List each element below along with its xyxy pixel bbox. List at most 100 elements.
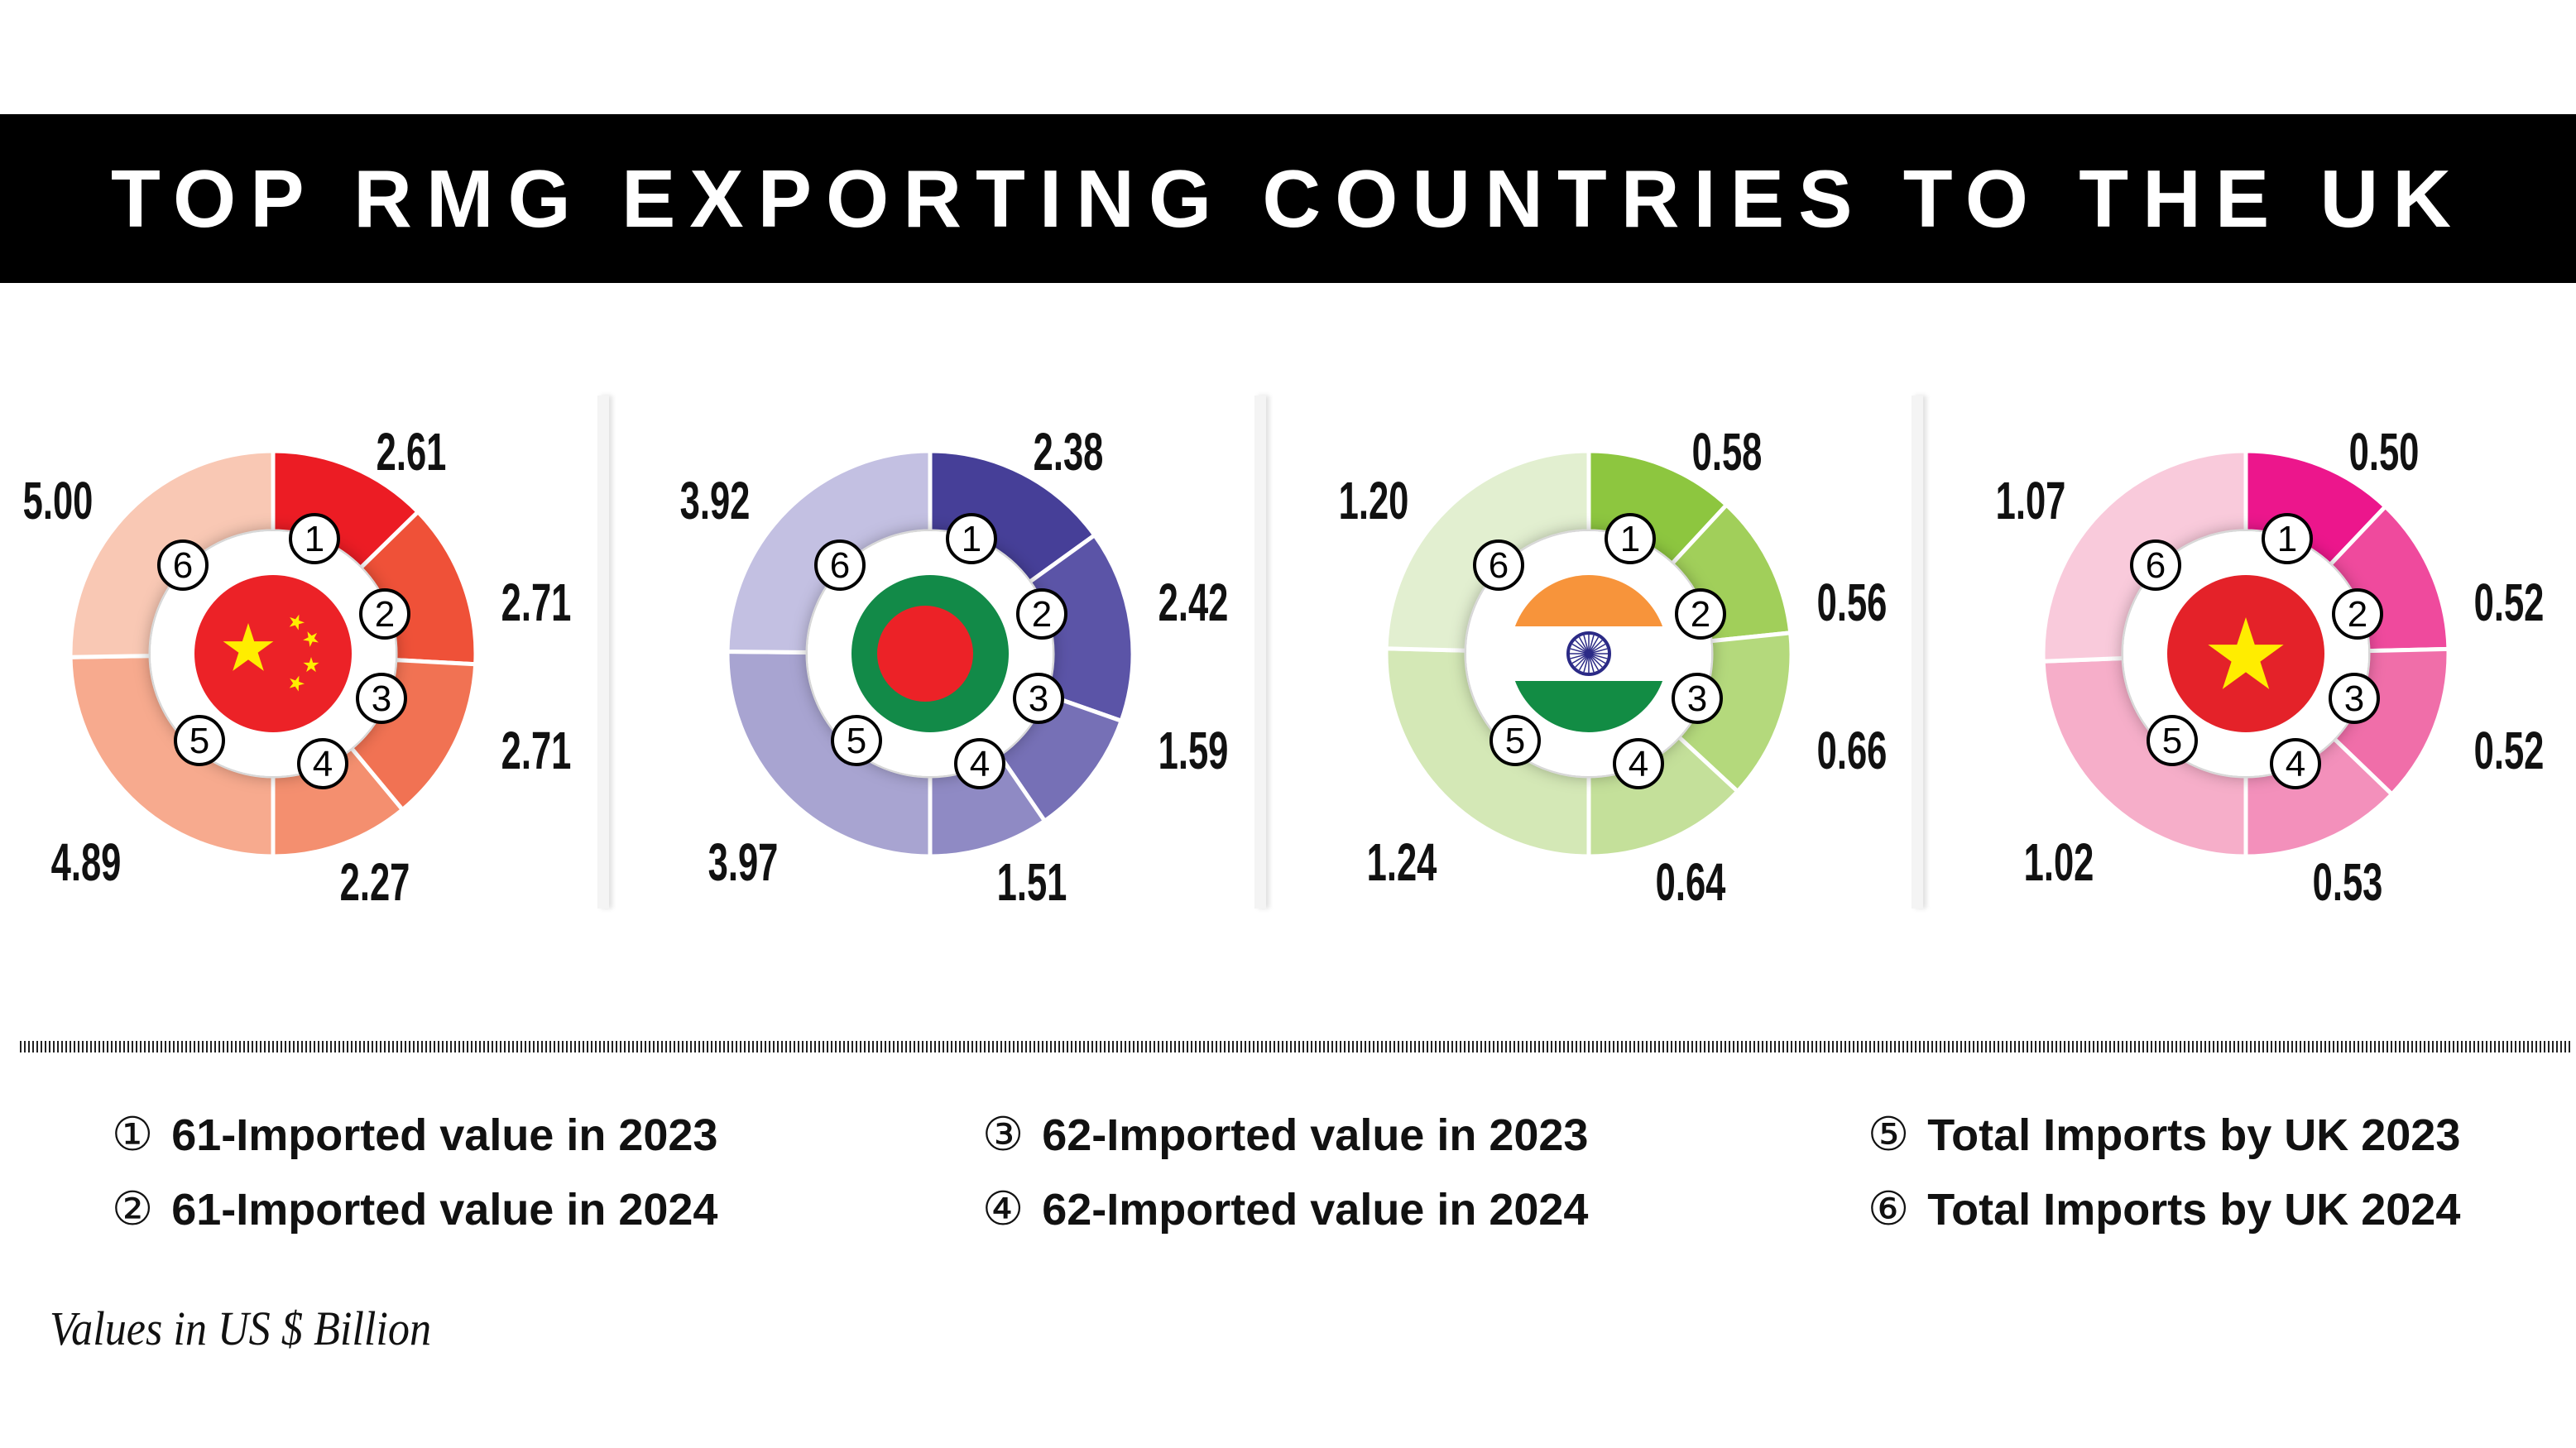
segment-badge-2: 2: [2332, 588, 2383, 640]
segment-badge-3: 3: [356, 673, 407, 724]
badge-number: 1: [1620, 519, 1640, 559]
legend-number: ①: [112, 1108, 154, 1160]
badge-number: 3: [1687, 678, 1707, 719]
star-icon: [2208, 617, 2284, 689]
legend-number: ⑥: [1868, 1182, 1910, 1235]
badge-circle: [1013, 673, 1064, 724]
divider: [597, 396, 609, 909]
star-icon: [289, 614, 305, 631]
badge-circle: [1489, 715, 1541, 766]
segment-badge-1: 1: [289, 513, 340, 564]
data-label-4: 1.51: [996, 852, 1067, 912]
badge-number: 1: [305, 519, 324, 559]
divider: [1254, 396, 1266, 909]
badge-number: 5: [847, 721, 866, 761]
badge-circle: [814, 539, 866, 591]
segment-badge-1: 1: [946, 513, 997, 564]
data-label-6: 1.07: [1995, 471, 2066, 530]
badge-number: 5: [189, 721, 209, 761]
ashoka-chakra-icon: [1566, 631, 1611, 676]
segment-badge-6: 6: [1473, 539, 1524, 591]
badge-circle: [954, 738, 1005, 789]
legend-item: ② 61-Imported value in 2024: [112, 1182, 717, 1236]
segment-badge-4: 4: [1613, 738, 1664, 789]
units-note: Values in US $ Billion: [50, 1302, 432, 1355]
data-label-5: 3.97: [708, 832, 779, 892]
badge-number: 4: [2286, 744, 2305, 784]
segment-badge-6: 6: [814, 539, 866, 591]
badge-number: 3: [2344, 678, 2364, 719]
badge-circle: [1613, 738, 1664, 789]
flag-bangladesh: [851, 575, 1009, 732]
legend-number: ④: [982, 1182, 1024, 1235]
legend-item: ⑥ Total Imports by UK 2024: [1868, 1182, 2460, 1236]
badge-number: 6: [830, 545, 850, 586]
segment-badge-4: 4: [2270, 738, 2321, 789]
title-banner: TOP RMG EXPORTING COUNTRIES TO THE UK: [0, 114, 2576, 283]
star-icon: [223, 623, 274, 671]
badge-number: 4: [1629, 744, 1648, 784]
segment-badge-5: 5: [174, 715, 225, 766]
legend-label: Total Imports by UK 2024: [1927, 1185, 2461, 1235]
badge-number: 4: [970, 744, 990, 784]
legend-label: Total Imports by UK 2023: [1927, 1110, 2461, 1160]
segment-badge-2: 2: [359, 588, 410, 640]
legend-label: 61-Imported value in 2023: [171, 1110, 718, 1160]
badge-circle: [2329, 673, 2380, 724]
segment-badge-4: 4: [297, 738, 348, 789]
data-label-5: 1.24: [1366, 832, 1437, 892]
segment-badge-5: 5: [831, 715, 882, 766]
segment-badge-3: 3: [2329, 673, 2380, 724]
legend-item: ⑤ Total Imports by UK 2023: [1868, 1107, 2460, 1162]
segment-badge-2: 2: [1675, 588, 1726, 640]
data-label-2: 0.56: [1816, 573, 1888, 632]
segment-badge-5: 5: [2147, 715, 2198, 766]
data-label-3: 2.71: [501, 721, 572, 780]
legend-item: ③ 62-Imported value in 2023: [982, 1107, 1588, 1162]
badge-circle: [1473, 539, 1524, 591]
segment-badge-1: 1: [1605, 513, 1656, 564]
badge-number: 6: [1489, 545, 1509, 586]
badge-circle: [946, 513, 997, 564]
data-label-1: 2.61: [376, 422, 447, 482]
star-icon: [303, 657, 319, 673]
donut-bangladesh: 1 2 34 5 6: [725, 448, 1135, 859]
chakra-hub: [1585, 650, 1592, 657]
donut-india: 1 2 34 5 6: [1384, 448, 1794, 859]
legend-item: ① 61-Imported value in 2023: [112, 1107, 717, 1162]
segment-badge-4: 4: [954, 738, 1005, 789]
legend-label: 62-Imported value in 2023: [1042, 1110, 1589, 1160]
data-label-1: 0.58: [1691, 422, 1763, 482]
badge-number: 1: [962, 519, 981, 559]
legend-number: ⑤: [1868, 1108, 1910, 1160]
badge-number: 2: [1032, 594, 1052, 635]
badge-number: 6: [173, 545, 193, 586]
data-label-1: 0.50: [2348, 422, 2420, 482]
legend-number: ③: [982, 1108, 1024, 1160]
data-label-3: 0.52: [2473, 721, 2545, 780]
badge-number: 6: [2146, 545, 2166, 586]
divider: [1912, 396, 1923, 909]
legend-label: 62-Imported value in 2024: [1042, 1185, 1589, 1235]
data-label-1: 2.38: [1033, 422, 1104, 482]
flag-vietnam: [2167, 575, 2324, 732]
badge-number: 2: [1691, 594, 1710, 635]
star-icon: [303, 631, 319, 647]
badge-circle: [2262, 513, 2313, 564]
badge-circle: [2270, 738, 2321, 789]
badge-circle: [297, 738, 348, 789]
segment-badge-2: 2: [1016, 588, 1067, 640]
data-label-5: 4.89: [50, 832, 122, 892]
badge-number: 3: [1029, 678, 1048, 719]
data-label-2: 0.52: [2473, 573, 2545, 632]
badge-circle: [174, 715, 225, 766]
data-label-4: 0.64: [1655, 852, 1726, 912]
data-label-4: 0.53: [2312, 852, 2383, 912]
data-label-4: 2.27: [339, 852, 410, 912]
badge-number: 2: [2348, 594, 2367, 635]
badge-circle: [2130, 539, 2181, 591]
star-icon: [289, 675, 305, 692]
page-title: TOP RMG EXPORTING COUNTRIES TO THE UK: [110, 152, 2466, 244]
data-label-3: 0.66: [1816, 721, 1888, 780]
segment-badge-5: 5: [1489, 715, 1541, 766]
